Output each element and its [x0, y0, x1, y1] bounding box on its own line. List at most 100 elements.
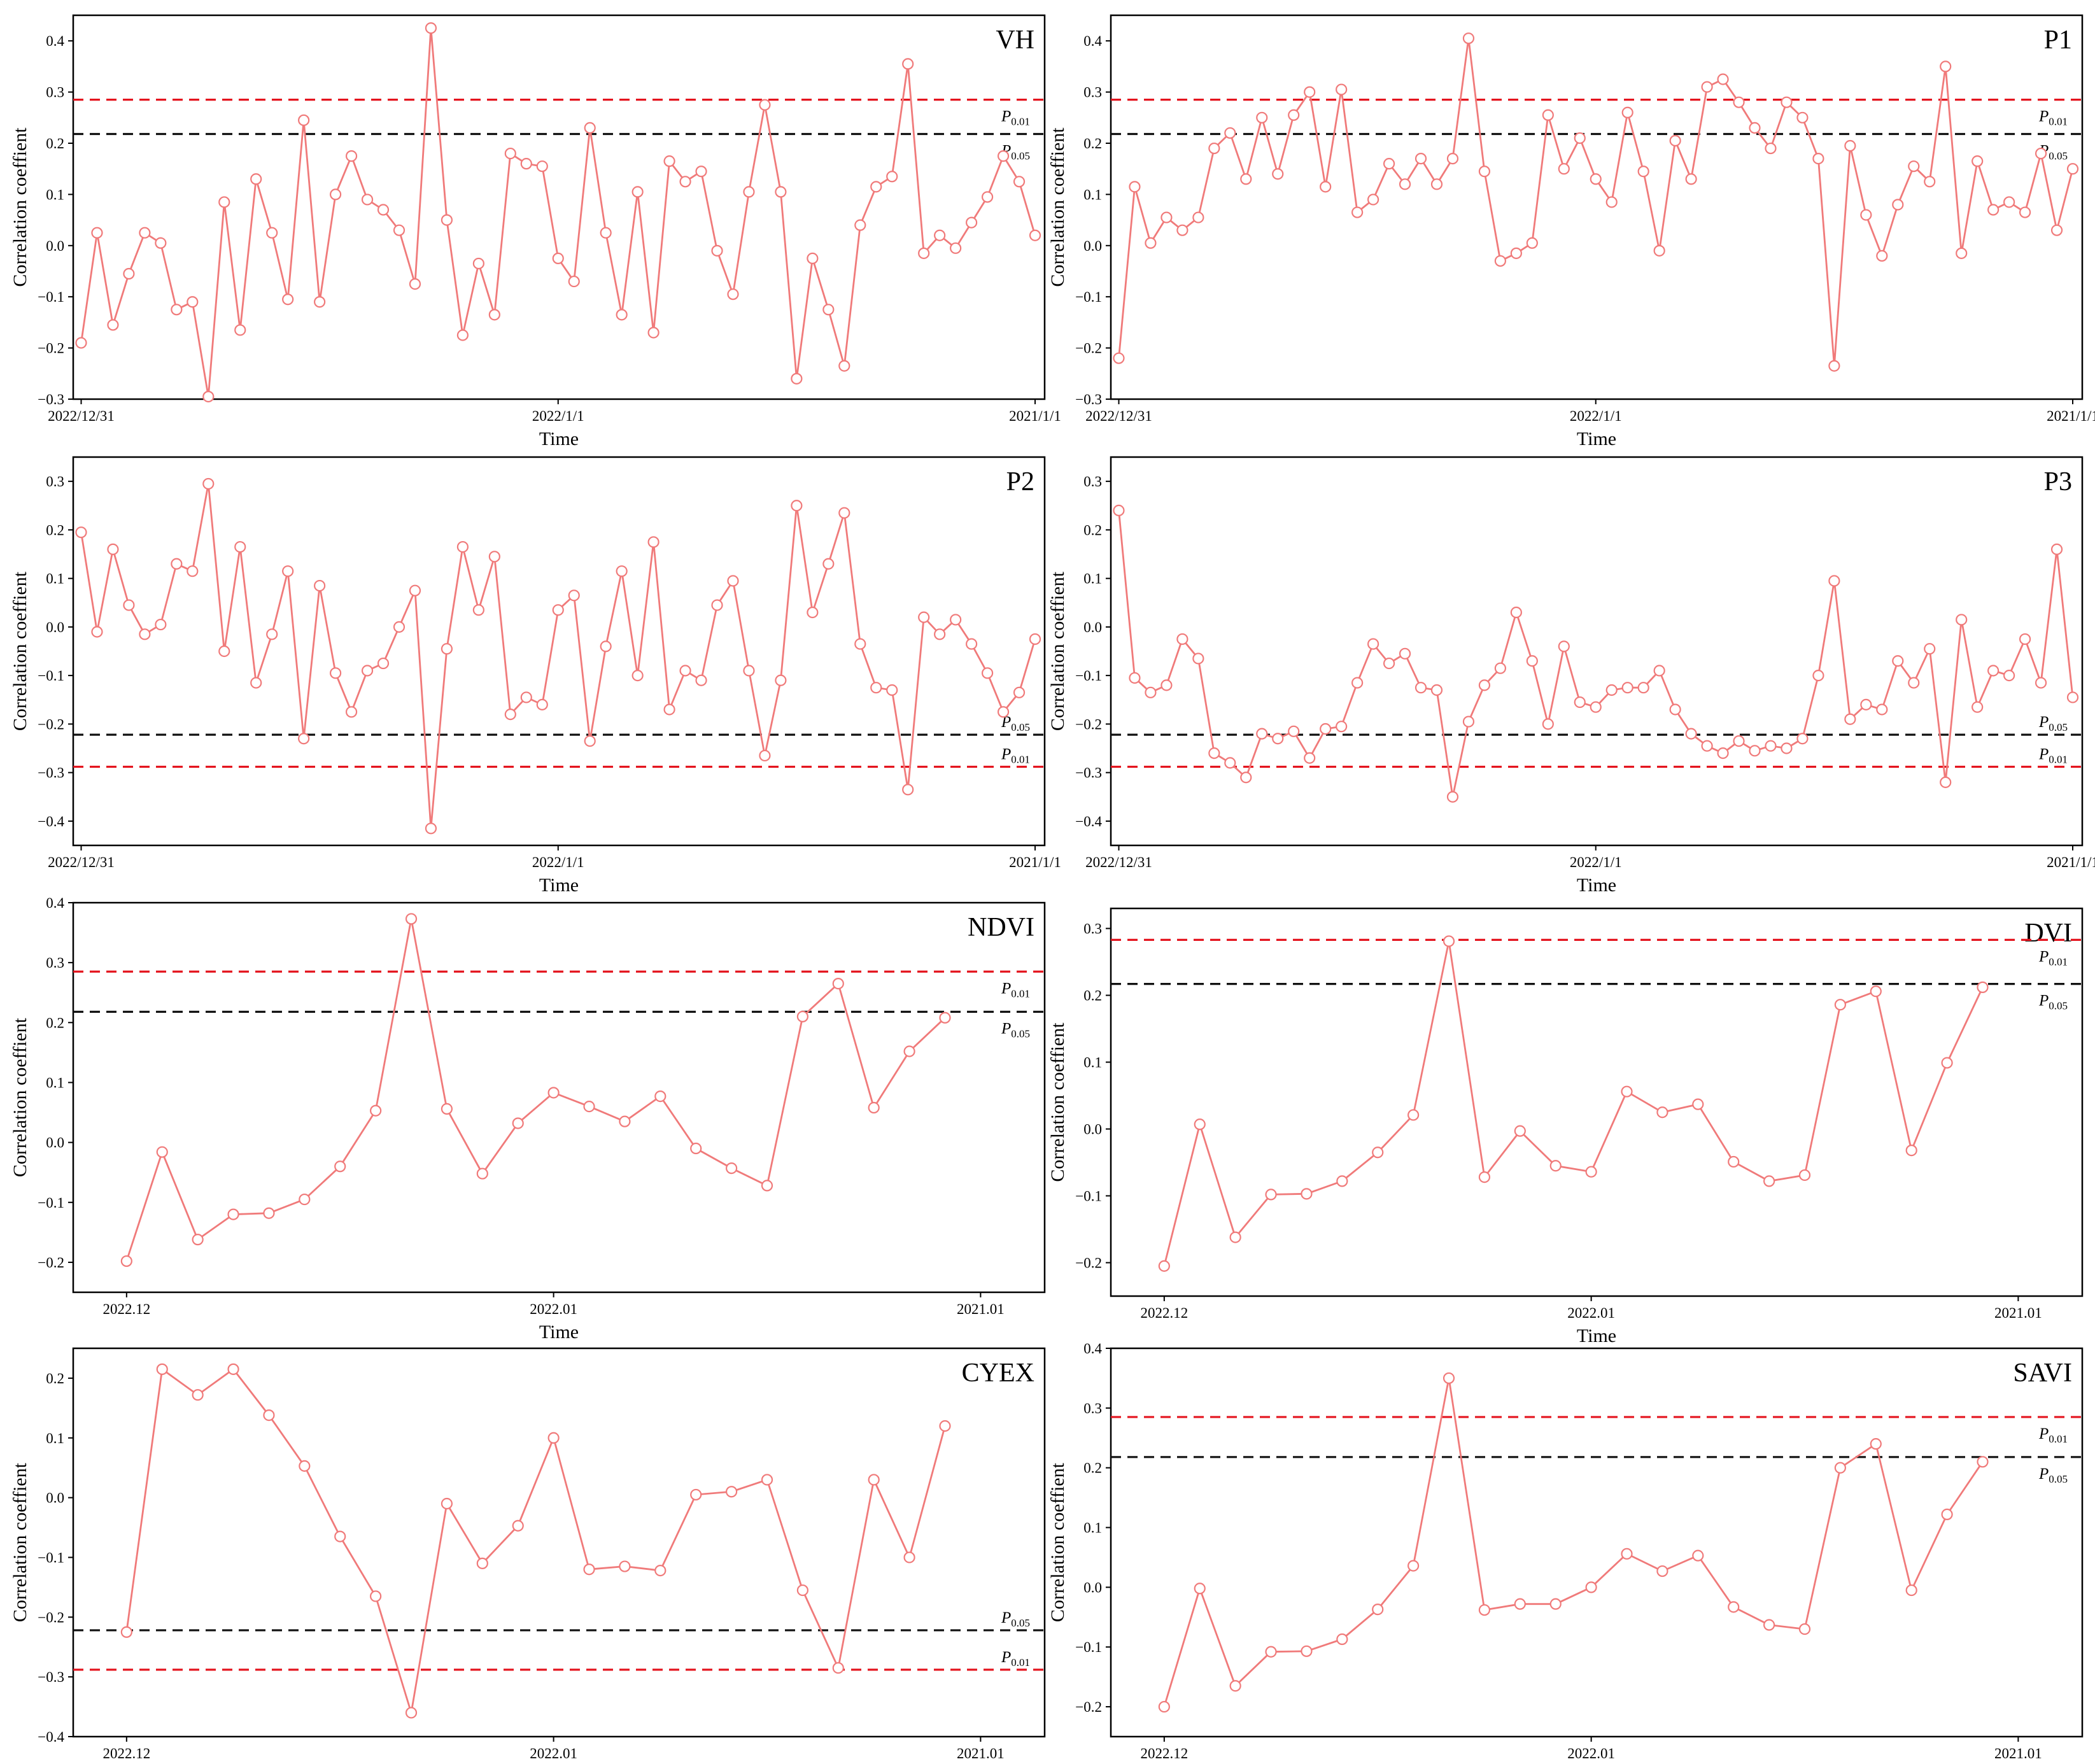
- y-tick-label: −0.2: [38, 716, 64, 732]
- y-tick-label: 0.1: [46, 1430, 64, 1446]
- data-point: [329, 188, 342, 201]
- data-point: [488, 551, 500, 563]
- y-tick-label: 0.2: [1083, 988, 1102, 1004]
- panel-title: NDVI: [968, 913, 1034, 942]
- data-point: [1542, 109, 1554, 121]
- y-tick-label: −0.2: [1075, 716, 1102, 732]
- data-point: [1828, 360, 1840, 372]
- series-line: [80, 27, 1036, 397]
- x-axis-title: Time: [539, 428, 579, 449]
- data-point: [695, 166, 707, 178]
- threshold-label-p001: P0.01: [2038, 948, 2068, 968]
- data-point: [1669, 703, 1681, 716]
- data-point: [123, 267, 135, 280]
- x-tick-label: 2021/1/1: [1009, 854, 1061, 870]
- chart-panel-ndvi: −0.2 −0.1 0.0 0.1 0.2 0.3 0.4 2022.12 2022.01 202…: [10, 895, 1046, 1343]
- data-point: [832, 978, 844, 990]
- data-point: [1478, 1604, 1491, 1616]
- data-point: [1637, 166, 1649, 178]
- data-point: [822, 304, 835, 316]
- data-point: [1977, 981, 1989, 994]
- y-tick-label: 0.3: [46, 474, 64, 490]
- y-tick-label: 0.4: [46, 33, 64, 49]
- data-point: [981, 191, 994, 203]
- data-point: [619, 1560, 631, 1572]
- y-tick-label: 0.0: [1083, 1579, 1102, 1595]
- y-tick-label: 0.0: [1083, 1122, 1102, 1138]
- data-point: [520, 691, 532, 703]
- data-point: [1558, 163, 1570, 175]
- data-point: [1972, 155, 1984, 167]
- data-point: [1514, 1598, 1526, 1610]
- data-point: [950, 242, 962, 254]
- data-point: [472, 604, 484, 616]
- data-point: [1240, 173, 1252, 185]
- x-tick-label: 2022/12/31: [48, 854, 115, 870]
- y-tick-label: 0.1: [1083, 187, 1102, 202]
- data-point: [1656, 1106, 1668, 1118]
- plot-frame: [72, 14, 1046, 400]
- data-point: [1383, 657, 1395, 670]
- data-point: [1834, 999, 1846, 1011]
- y-tick-label: 0.4: [1083, 33, 1102, 49]
- x-tick-label: 2022.01: [530, 1746, 577, 1761]
- y-tick-label: −0.1: [38, 668, 64, 684]
- data-point: [456, 540, 469, 553]
- data-point: [1605, 684, 1618, 696]
- data-point: [1430, 178, 1443, 190]
- data-point: [1192, 653, 1204, 665]
- data-point: [2019, 633, 2031, 646]
- data-point: [202, 390, 215, 403]
- x-tick-label: 2022.01: [1567, 1305, 1615, 1321]
- data-point: [1430, 684, 1443, 696]
- data-point: [1685, 173, 1697, 185]
- threshold-label-p001: P0.01: [1001, 1649, 1030, 1669]
- x-tick-label: 2022.12: [1140, 1305, 1188, 1321]
- x-tick-label: 2022/1/1: [1570, 854, 1622, 870]
- data-point: [1320, 723, 1332, 735]
- data-point: [1399, 647, 1411, 660]
- y-tick-label: 0.3: [46, 955, 64, 971]
- data-point: [1574, 696, 1586, 709]
- x-tick-label: 2022/1/1: [532, 408, 584, 424]
- data-point: [1224, 127, 1236, 139]
- threshold-label-p001: P0.01: [2038, 108, 2068, 128]
- data-point: [838, 507, 850, 519]
- y-tick-label: −0.3: [38, 392, 64, 407]
- data-point: [966, 216, 978, 229]
- data-point: [2066, 691, 2079, 703]
- data-point: [679, 176, 691, 188]
- threshold-label-p005: P0.05: [1001, 1609, 1030, 1629]
- data-point: [727, 288, 739, 300]
- data-point: [600, 640, 612, 653]
- data-point: [690, 1142, 702, 1155]
- panel-title: P3: [2044, 467, 2072, 497]
- data-point: [631, 670, 644, 682]
- data-point: [409, 278, 421, 290]
- data-point: [584, 122, 596, 134]
- data-point: [377, 204, 390, 216]
- data-point: [1972, 701, 1984, 713]
- data-point: [1029, 229, 1041, 241]
- data-point: [139, 628, 151, 640]
- data-point: [1892, 655, 1904, 667]
- data-point: [1940, 60, 1952, 73]
- data-point: [1908, 160, 1920, 173]
- data-point: [1526, 655, 1538, 667]
- y-tick-label: −0.4: [38, 1729, 64, 1745]
- data-point: [120, 1626, 132, 1638]
- data-point: [2035, 677, 2047, 689]
- data-point: [263, 1409, 275, 1422]
- y-tick-label: 0.1: [1083, 571, 1102, 587]
- data-point: [1941, 1057, 1953, 1069]
- data-point: [512, 1117, 524, 1129]
- y-tick-label: 0.2: [1083, 136, 1102, 152]
- data-point: [1796, 111, 1809, 123]
- x-tick-label: 2021.01: [957, 1746, 1005, 1761]
- data-point: [759, 749, 771, 762]
- threshold-label-p005: P0.05: [2038, 714, 2068, 733]
- data-point: [939, 1012, 951, 1024]
- data-point: [918, 611, 930, 623]
- data-point: [568, 589, 580, 602]
- data-point: [1229, 1231, 1241, 1243]
